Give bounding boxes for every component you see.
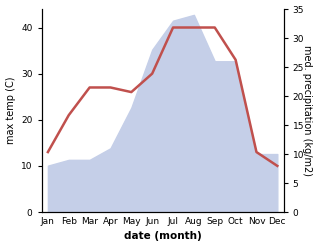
Y-axis label: med. precipitation (kg/m2): med. precipitation (kg/m2)	[302, 45, 313, 176]
Y-axis label: max temp (C): max temp (C)	[5, 77, 16, 144]
X-axis label: date (month): date (month)	[124, 231, 202, 242]
